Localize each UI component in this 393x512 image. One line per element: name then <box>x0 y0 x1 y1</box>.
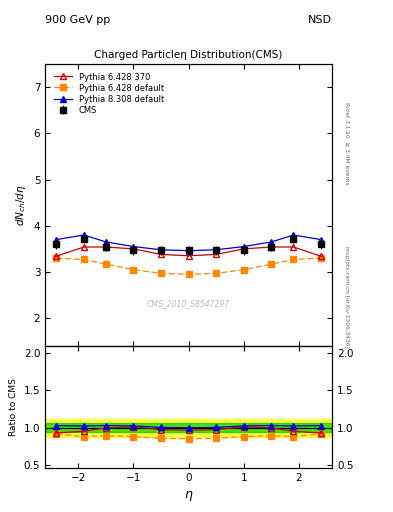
Pythia 6.428 default <box>291 257 296 263</box>
Bar <box>45 419 332 437</box>
Line: Pythia 8.308 default: Pythia 8.308 default <box>53 231 325 254</box>
Pythia 8.308 default <box>103 239 108 245</box>
Pythia 8.308 default <box>186 248 191 254</box>
Text: Rivet 3.1.10, ≥ 3.4M events: Rivet 3.1.10, ≥ 3.4M events <box>344 102 349 185</box>
Pythia 6.428 default <box>81 257 86 263</box>
Pythia 6.428 370 <box>159 251 163 258</box>
Text: Charged Particleη Distribution(CMS): Charged Particleη Distribution(CMS) <box>94 50 283 60</box>
Pythia 8.308 default <box>214 247 219 253</box>
Pythia 6.428 default <box>131 267 136 273</box>
Pythia 6.428 370 <box>186 253 191 259</box>
X-axis label: $\eta$: $\eta$ <box>184 489 193 503</box>
Y-axis label: Ratio to CMS: Ratio to CMS <box>9 378 18 436</box>
Pythia 6.428 370 <box>291 244 296 250</box>
Pythia 6.428 default <box>241 267 246 273</box>
Text: CMS_2010_S8547297: CMS_2010_S8547297 <box>147 299 230 308</box>
Legend: Pythia 6.428 370, Pythia 6.428 default, Pythia 8.308 default, CMS: Pythia 6.428 370, Pythia 6.428 default, … <box>52 71 166 117</box>
Pythia 6.428 default <box>214 270 219 276</box>
Y-axis label: $dN_{ch}/d\eta$: $dN_{ch}/d\eta$ <box>14 184 28 226</box>
Pythia 6.428 370 <box>214 251 219 258</box>
Pythia 8.308 default <box>241 244 246 250</box>
Pythia 6.428 370 <box>131 246 136 252</box>
Pythia 8.308 default <box>319 237 323 243</box>
Pythia 8.308 default <box>159 247 163 253</box>
Bar <box>45 423 332 432</box>
Pythia 6.428 370 <box>103 244 108 250</box>
Pythia 8.308 default <box>269 239 274 245</box>
Pythia 6.428 370 <box>319 253 323 259</box>
Text: 900 GeV pp: 900 GeV pp <box>45 15 110 26</box>
Pythia 6.428 default <box>319 255 323 261</box>
Text: mcplots.cern.ch [arXiv:1306.3436]: mcplots.cern.ch [arXiv:1306.3436] <box>344 246 349 348</box>
Pythia 6.428 default <box>186 271 191 278</box>
Pythia 6.428 370 <box>54 253 59 259</box>
Line: Pythia 6.428 default: Pythia 6.428 default <box>53 255 324 277</box>
Pythia 8.308 default <box>54 237 59 243</box>
Line: Pythia 6.428 370: Pythia 6.428 370 <box>53 244 325 260</box>
Pythia 8.308 default <box>291 232 296 238</box>
Pythia 8.308 default <box>131 244 136 250</box>
Pythia 6.428 default <box>159 270 163 276</box>
Pythia 8.308 default <box>81 232 86 238</box>
Pythia 6.428 default <box>103 261 108 267</box>
Pythia 6.428 370 <box>241 246 246 252</box>
Text: NSD: NSD <box>308 15 332 26</box>
Pythia 6.428 default <box>269 261 274 267</box>
Pythia 6.428 370 <box>269 244 274 250</box>
Pythia 6.428 370 <box>81 244 86 250</box>
Pythia 6.428 default <box>54 255 59 261</box>
